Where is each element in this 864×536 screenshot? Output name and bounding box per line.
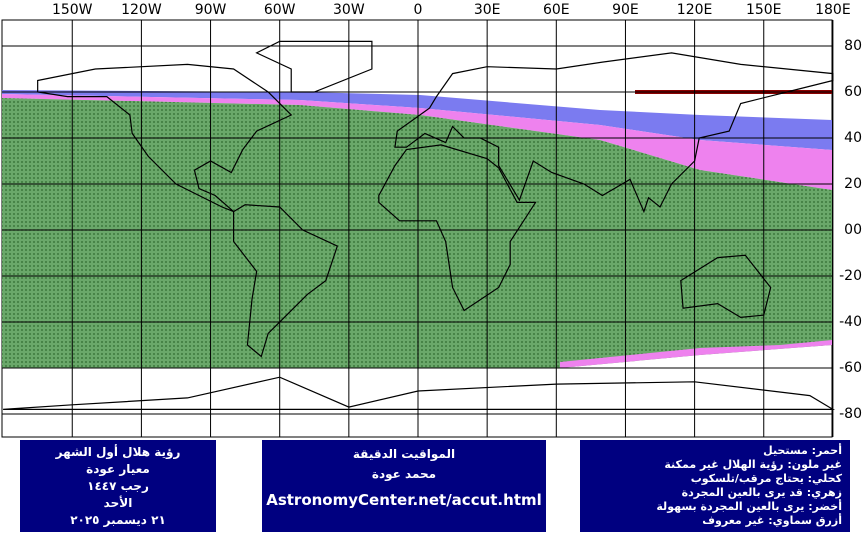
lon-label: 30E <box>474 2 501 18</box>
lon-label: 90W <box>195 2 227 18</box>
legend-box: أحمر: مستحيل غير ملون: رؤية الهلال غير مم… <box>580 440 850 532</box>
lat-label: 80 <box>844 38 862 54</box>
info-text: الأحد <box>103 496 133 510</box>
zone-naked-eye <box>2 94 832 190</box>
info-text: أحمر: مستحيل <box>763 444 842 457</box>
lat-label: 20 <box>844 176 862 192</box>
map: 150W 120W 90W 60W 30W 0 30E 60E 90E 120E 150E 180E 8… <box>1 2 862 438</box>
lat-label: -20 <box>839 268 862 284</box>
info-text: أزرق سماوي: غير معروف <box>702 514 842 527</box>
lat-label: -40 <box>839 314 862 330</box>
info-box: رؤية هلال أول الشهر معيار عودة رجب ١٤٤٧ الأ… <box>20 440 216 532</box>
info-text: زهري: قد يرى بالعين المجردة <box>681 486 842 499</box>
info-text: المواقيت الدقيقة <box>352 447 456 461</box>
info-text: غير ملون: رؤية الهلال غير ممكنة <box>664 458 842 471</box>
lon-label: 30W <box>333 2 365 18</box>
lat-label: 60 <box>844 84 862 100</box>
lon-label: 60E <box>543 2 570 18</box>
lat-label: -80 <box>839 406 862 422</box>
lat-label: 40 <box>844 130 862 146</box>
lon-label: 120W <box>121 2 162 18</box>
info-text: أخضر: يرى بالعين المجردة بسهولة <box>656 500 842 513</box>
info-text: ٢١ ديسمبر ٢٠٢٥ <box>70 513 166 527</box>
lat-label: 00 <box>844 222 862 238</box>
info-text: AstronomyCenter.net/accut.html <box>266 491 542 509</box>
lat-label: -60 <box>839 360 862 376</box>
landmass <box>233 204 339 358</box>
zone-telescope <box>2 90 832 150</box>
lon-label: 150E <box>746 2 782 18</box>
lon-label: 0 <box>414 2 423 18</box>
lon-label: 60W <box>264 2 296 18</box>
lon-label: 120E <box>677 2 713 18</box>
lon-label: 150W <box>52 2 93 18</box>
landmass <box>378 144 537 312</box>
landmass <box>255 40 373 93</box>
zone-easy <box>2 98 832 368</box>
info-box: المواقيت الدقيقة محمد عودة AstronomyCenter… <box>262 440 546 532</box>
lon-label: 180E <box>815 2 851 18</box>
info-text: رجب ١٤٤٧ <box>87 479 149 493</box>
info-text: كحلي: يحتاج مرقب/تلسكوب <box>690 472 842 485</box>
lon-label: 90E <box>612 2 639 18</box>
info-text: معيار عودة <box>86 462 150 476</box>
info-text: محمد عودة <box>371 467 437 481</box>
info-text: رؤية هلال أول الشهر <box>55 445 181 459</box>
landmass <box>37 63 293 213</box>
